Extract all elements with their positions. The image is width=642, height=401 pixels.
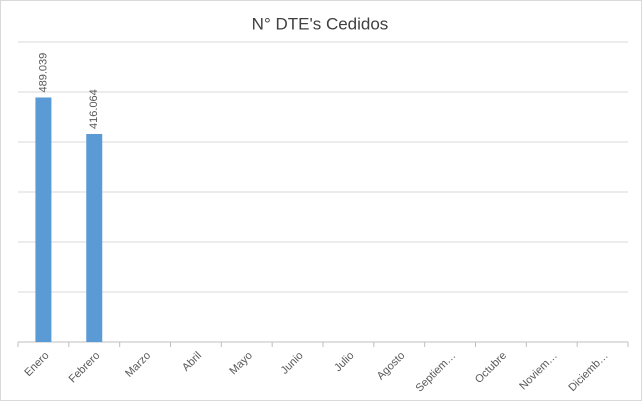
data-label: 416.064: [88, 89, 100, 129]
chart-title: N° DTE's Cedidos: [252, 14, 389, 33]
data-label: 489.039: [37, 53, 49, 93]
bar: [86, 133, 103, 342]
bar: [35, 97, 52, 342]
